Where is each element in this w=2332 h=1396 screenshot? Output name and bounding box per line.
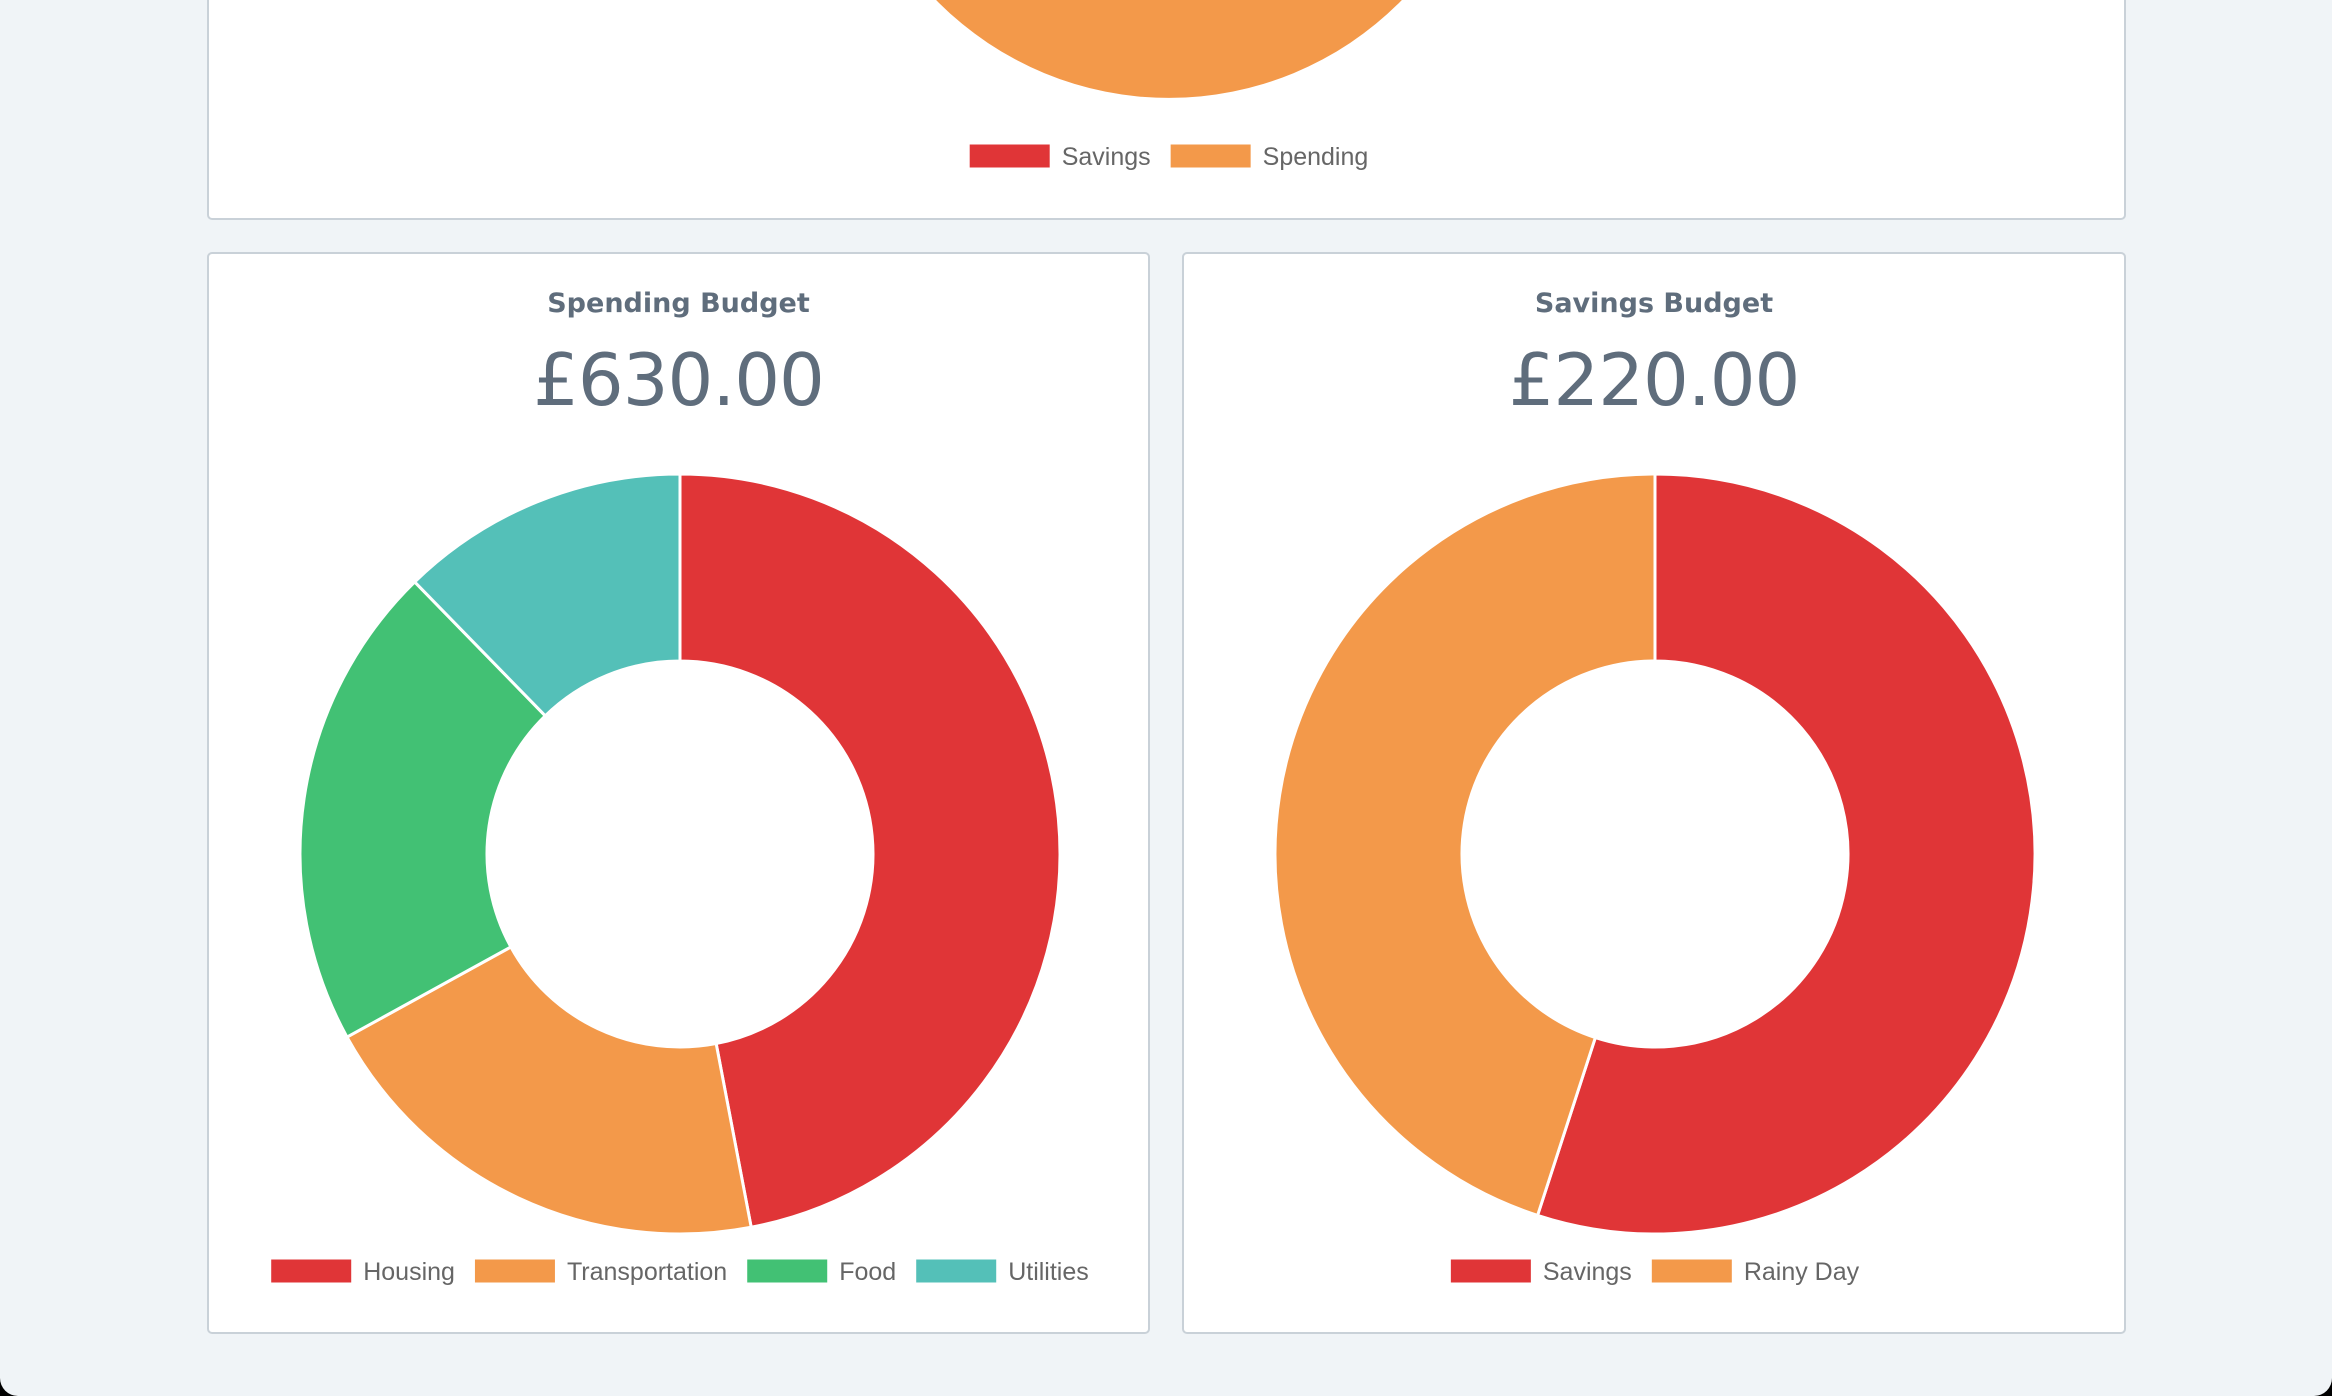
legend-label-savings[interactable]: Savings [1543,1258,1632,1286]
legend-label-savings[interactable]: Savings [1062,143,1151,171]
legend-label-transportation[interactable]: Transportation [567,1258,727,1286]
pie-slice-spending[interactable] [843,0,1495,98]
budget-amount: £220.00 [1508,338,1801,422]
doughnut-slice-rainy-day[interactable] [1273,472,1657,1218]
card-title: Savings Budget [1534,288,1774,319]
doughnut-slice-utilities[interactable] [412,472,682,718]
legend-label-spending[interactable]: Spending [1263,143,1369,171]
legend-label-food[interactable]: Food [839,1258,896,1286]
card-title: Spending Budget [547,288,810,319]
doughnut-slice-food[interactable] [298,579,548,1040]
doughnut-slice-transportation[interactable] [344,944,753,1236]
spending-doughnut-chart: Housing Transportation Food Utilities [271,472,1089,1286]
doughnut-slice-savings[interactable] [1535,472,2037,1236]
savings-doughnut-chart: Savings Rainy Day [1273,472,2037,1286]
chart-legend: Savings Rainy Day [1450,1258,1860,1286]
legend-swatch-savings[interactable] [1450,1259,1531,1283]
legend-label-utilities[interactable]: Utilities [1008,1258,1089,1286]
chart-legend: Housing Transportation Food Utilities [271,1258,1089,1286]
spending-budget-card: Spending Budget £630.00 Housing Transport… [207,252,1150,1334]
legend-label-housing[interactable]: Housing [363,1258,455,1286]
budget-overview-card: Savings Spending [207,0,2126,220]
legend-swatch-transportation[interactable] [474,1259,555,1283]
budget-overview-chart: Savings Spending [843,0,1495,171]
savings-budget-card: Savings Budget £220.00 Savings Rainy Day [1182,252,2126,1334]
legend-swatch-spending[interactable] [1170,144,1251,168]
legend-label-rainy-day[interactable]: Rainy Day [1744,1258,1860,1286]
legend-swatch-rainy-day[interactable] [1651,1259,1732,1283]
legend-swatch-housing[interactable] [271,1259,352,1283]
legend-swatch-food[interactable] [747,1259,828,1283]
legend-swatch-utilities[interactable] [916,1259,997,1283]
legend-swatch-savings[interactable] [969,144,1050,168]
chart-legend: Savings Spending [969,143,1369,171]
budget-amount: £630.00 [533,338,825,422]
doughnut-slice-housing[interactable] [678,472,1062,1230]
